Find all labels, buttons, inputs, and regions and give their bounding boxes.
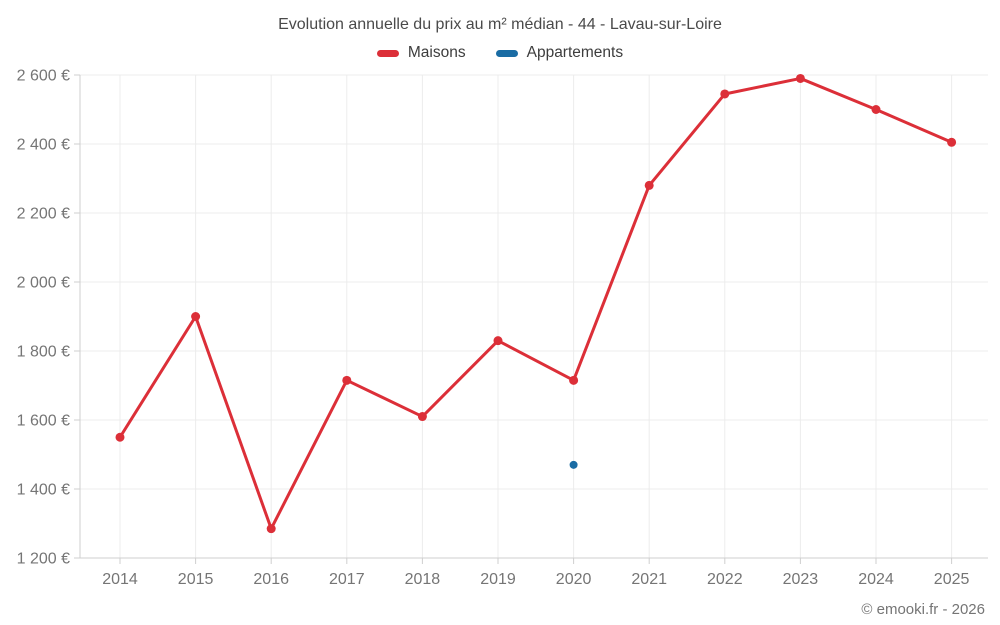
y-tick-label: 1 400 € xyxy=(17,482,70,499)
maisons-point-2025[interactable] xyxy=(947,137,957,147)
maisons-point-2023[interactable] xyxy=(795,73,805,83)
y-tick-label: 1 200 € xyxy=(17,551,70,568)
x-tick-label: 2017 xyxy=(329,571,365,588)
legend-label-appartements: Appartements xyxy=(526,44,624,61)
y-tick-label: 2 600 € xyxy=(17,68,70,85)
x-tick-label: 2025 xyxy=(934,571,970,588)
x-tick-label: 2021 xyxy=(631,571,667,588)
y-tick-label: 1 600 € xyxy=(17,413,70,430)
maisons-point-2018[interactable] xyxy=(417,412,427,422)
y-tick-label: 2 000 € xyxy=(17,275,70,292)
appartements-point-2020[interactable] xyxy=(569,460,578,469)
maisons-point-2021[interactable] xyxy=(644,180,654,190)
x-tick-label: 2024 xyxy=(858,571,894,588)
maisons-line xyxy=(118,76,954,531)
copyright-note: © emooki.fr - 2026 xyxy=(861,601,985,618)
y-tick-label: 2 200 € xyxy=(17,206,70,223)
maisons-point-2017[interactable] xyxy=(342,375,352,385)
appartements-swatch-icon xyxy=(495,49,518,57)
legend-item-appartements[interactable]: Appartements xyxy=(495,44,624,62)
maisons-point-2019[interactable] xyxy=(493,336,503,346)
chart-legend: Maisons Appartements xyxy=(0,44,1000,62)
maisons-point-2016[interactable] xyxy=(266,524,276,534)
x-tick-label: 2015 xyxy=(178,571,214,588)
x-tick-label: 2016 xyxy=(253,571,289,588)
maisons-point-2020[interactable] xyxy=(569,375,579,385)
x-tick-label: 2022 xyxy=(707,571,743,588)
maisons-point-2015[interactable] xyxy=(191,312,201,321)
y-tick-label: 2 400 € xyxy=(17,137,70,154)
x-tick-label: 2014 xyxy=(102,571,138,588)
maisons-point-2022[interactable] xyxy=(720,89,730,99)
x-tick-label: 2019 xyxy=(480,571,516,588)
maisons-point-2014[interactable] xyxy=(115,432,125,442)
legend-item-maisons[interactable]: Maisons xyxy=(376,44,466,62)
x-tick-label: 2018 xyxy=(405,571,441,588)
chart-title: Evolution annuelle du prix au m² médian … xyxy=(278,16,722,33)
y-tick-label: 1 800 € xyxy=(17,344,70,361)
x-tick-label: 2023 xyxy=(783,571,819,588)
maisons-swatch-icon xyxy=(376,49,399,57)
x-tick-label: 2020 xyxy=(556,571,592,588)
maisons-point-2024[interactable] xyxy=(871,105,881,114)
legend-label-maisons: Maisons xyxy=(407,44,466,61)
